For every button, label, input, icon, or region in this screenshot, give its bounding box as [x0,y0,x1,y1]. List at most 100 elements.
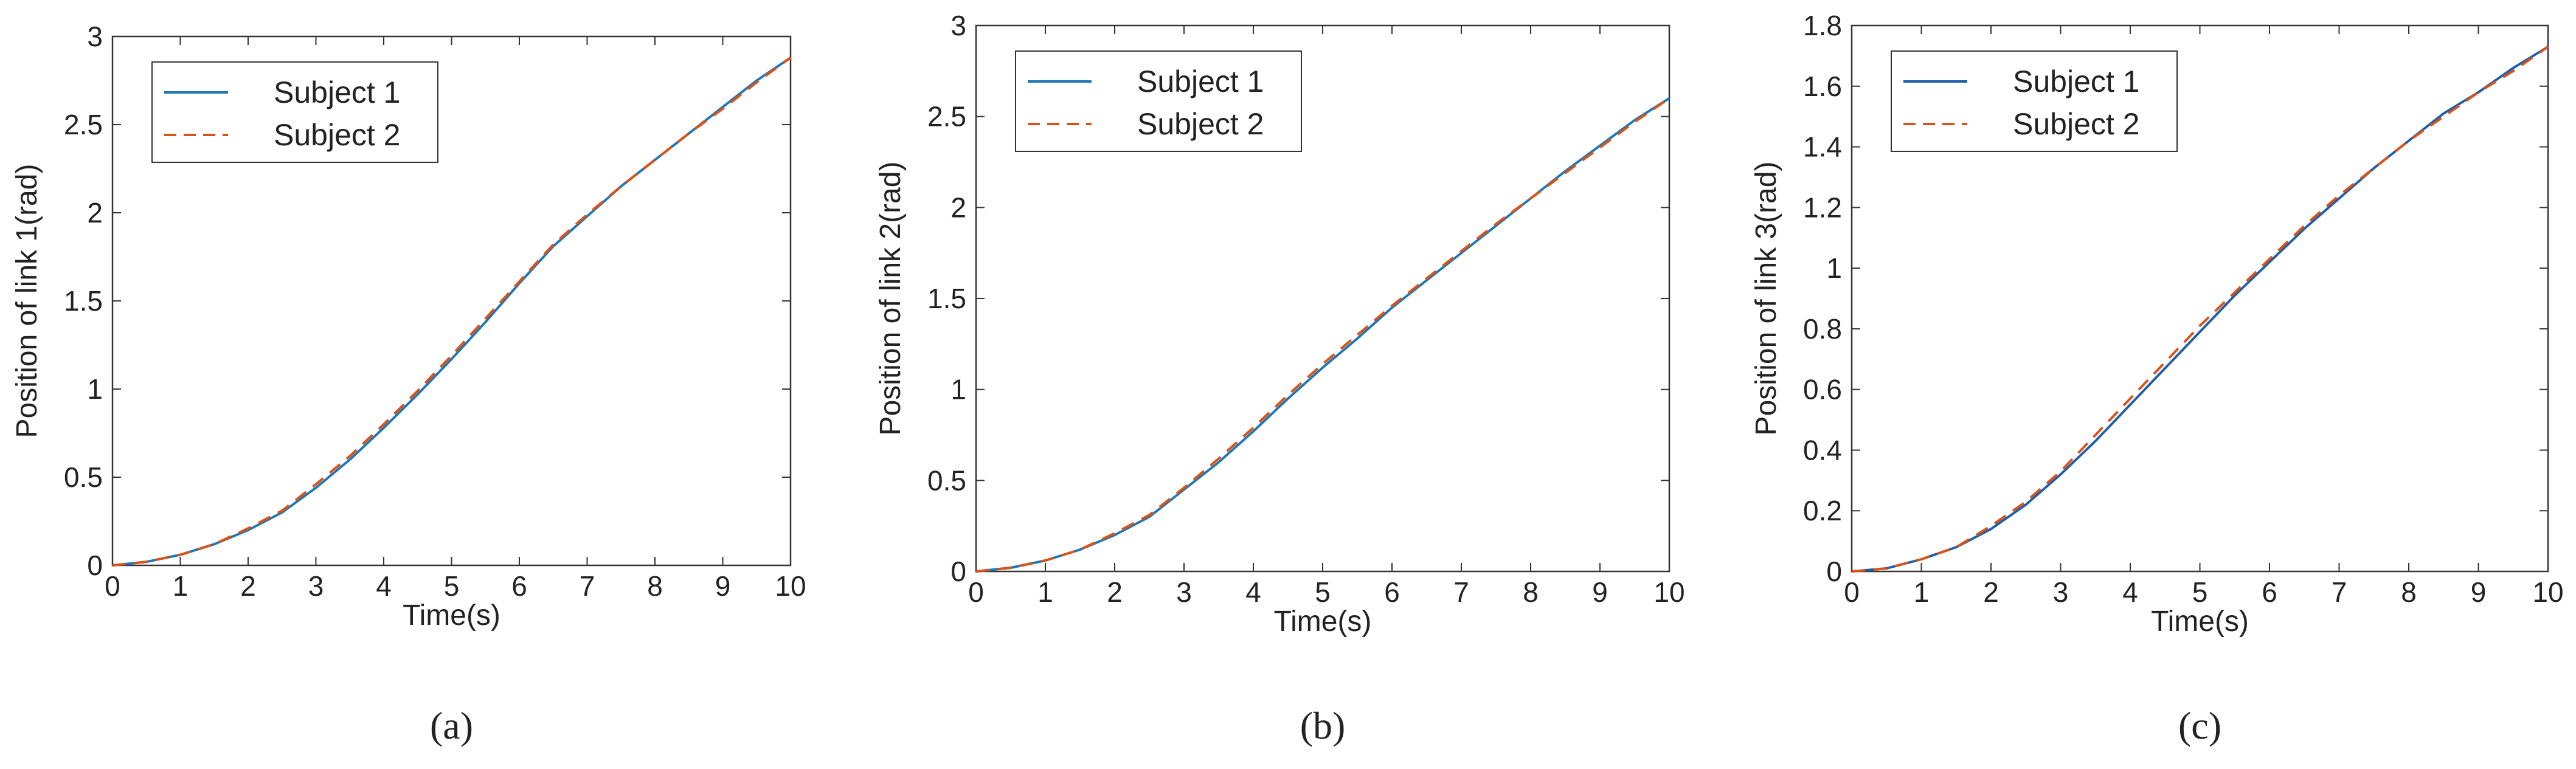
panel-0: 0 1 2 3 4 5 6 7 8 9 10 0 0.5 1 1.5 2 2.5 3 Time(s) Position… [11,21,806,747]
x-tick-label: 9 [1592,576,1608,608]
legend-label-2: Subject 2 [2013,107,2139,141]
data-point [315,487,317,489]
data-point [1990,528,1992,530]
data-point [1886,568,1888,570]
x-tick-label: 4 [1245,576,1261,608]
legend-label-1: Subject 1 [274,75,400,109]
data-point [2338,198,2340,199]
data-point [248,528,249,529]
x-tick-label: 10 [2532,576,2563,608]
x-tick-label: 2 [1983,576,1999,608]
series-line-2 [112,57,792,567]
legend: Subject 1 Subject 2 [1015,50,1302,152]
x-tick-label: 7 [580,570,595,602]
data-point [349,459,351,461]
data-point [1045,560,1047,562]
data-point [2269,258,2271,260]
data-point [2269,261,2271,263]
legend-label-1: Subject 1 [1137,64,1264,98]
data-point [2408,140,2410,142]
panel-caption: (a) [430,704,473,747]
data-point [1287,394,1289,396]
y-tick-label: 2.5 [927,101,966,133]
panel-1: 0 1 2 3 4 5 6 7 8 9 10 0 0.5 1 1.5 2 2.5 3 Time(s) Position… [874,10,1685,747]
x-tick-label: 1 [1914,576,1930,608]
data-point [281,510,283,512]
x-tick-label: 3 [2053,576,2069,608]
y-tick-label: 1 [87,373,103,405]
data-point [1253,427,1255,429]
x-tick-label: 1 [1037,576,1053,608]
data-point [417,390,418,391]
y-tick-label: 2 [950,191,966,223]
data-point [1183,487,1185,489]
panel-2: 0 1 2 3 4 5 6 7 8 9 10 0 0.2 0.4 0.6 0.8 1 1.2 1.4 1.6 1.8 Ti… [1750,10,2564,747]
data-point [1565,172,1567,174]
x-tick-label: 7 [2332,576,2347,608]
data-point [688,133,690,134]
data-point [1990,525,1992,527]
data-point [451,354,452,356]
y-tick-label: 2.5 [64,109,103,140]
data-point [383,424,385,426]
y-tick-label: 1.5 [64,285,103,317]
data-point [1218,461,1220,463]
series-line-1 [975,97,1671,573]
data-point [1920,559,1922,560]
data-point [2304,225,2305,227]
data-point [2234,292,2235,294]
x-tick-label: 8 [2401,576,2417,608]
y-tick-label: 2 [87,197,103,229]
data-point [1495,223,1497,225]
x-tick-label: 2 [1107,576,1123,608]
x-axis-label: Time(s) [1274,605,1372,638]
x-tick-label: 5 [1315,576,1331,608]
x-tick-label: 3 [308,570,324,602]
x-tick-label: 5 [2192,576,2208,608]
x-tick-label: 8 [1523,576,1539,608]
x-tick-label: 6 [511,570,527,602]
data-point [485,321,486,323]
data-point [112,565,114,567]
data-point [2025,501,2027,503]
data-point [1669,97,1671,99]
data-point [485,318,486,320]
data-point [1010,567,1012,569]
data-point [1634,121,1636,123]
data-point [2547,46,2549,47]
data-point [790,57,792,58]
data-point [1851,571,1853,573]
legend-label-1: Subject 1 [2013,64,2139,98]
y-tick-label: 0.5 [64,461,103,493]
x-tick-label: 10 [1653,576,1684,608]
legend: Subject 1 Subject 2 [151,61,438,163]
data-point [1287,398,1289,399]
data-point [179,554,181,556]
data-point [2025,504,2027,506]
data-point [1322,363,1324,365]
data-point [2443,116,2445,117]
data-point [975,571,977,573]
panel-caption: (b) [1300,704,1346,747]
data-point [1599,147,1601,148]
y-tick-label: 0.2 [1803,495,1842,526]
panel-caption: (c) [2178,704,2221,747]
x-tick-label: 2 [240,570,256,602]
legend-label-2: Subject 2 [274,118,400,152]
data-point [2373,167,2375,169]
data-point [552,244,554,246]
legend-label-2: Subject 2 [1137,107,1264,141]
x-tick-label: 5 [444,570,460,602]
data-point [2130,404,2131,405]
data-point [2304,228,2305,230]
legend: Subject 1 Subject 2 [1891,50,2178,152]
x-tick-label: 3 [1176,576,1192,608]
data-point [2338,195,2340,196]
y-tick-label: 1.2 [1803,191,1842,223]
x-tick-label: 0 [1844,576,1860,608]
y-tick-label: 1.6 [1803,71,1842,102]
data-point [2164,361,2166,363]
legend-box [1891,50,2178,152]
data-point [756,81,758,83]
data-point [145,561,147,563]
